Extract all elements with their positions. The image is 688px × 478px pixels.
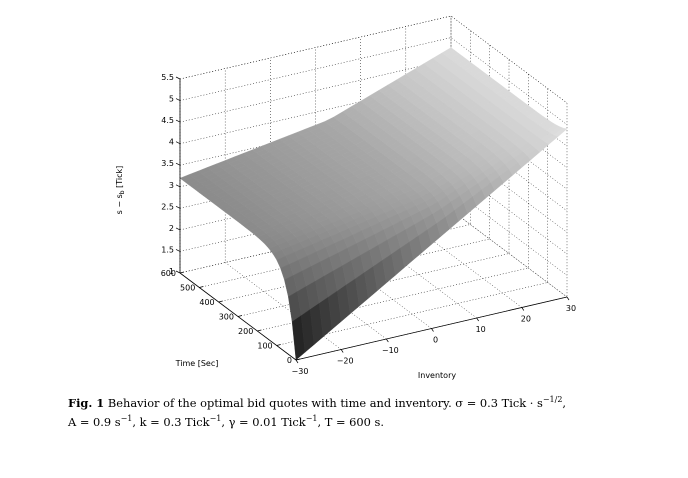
- z-tick-label: 1.5: [161, 245, 174, 254]
- z-axis-label-main: s − s: [115, 194, 124, 214]
- y-tick-mark: [237, 315, 243, 317]
- z-tick-mark: [175, 249, 181, 252]
- caption-param-gamma: , γ = 0.01 Tick: [221, 414, 306, 429]
- y-tick-mark: [218, 300, 223, 303]
- z-axis-label: s − sb [Tick]: [115, 166, 126, 215]
- z-tick-label: 5: [169, 95, 174, 104]
- x-tick-label: 30: [566, 304, 576, 313]
- z-tick-mark: [175, 119, 181, 123]
- z-tick-label: 4.5: [161, 116, 174, 125]
- y-tick-label: 500: [180, 284, 195, 293]
- caption-param-t: , T = 600 s.: [317, 414, 384, 429]
- z-tick-mark: [175, 206, 181, 209]
- z-tick-mark: [175, 162, 181, 166]
- y-tick-label: 0: [287, 356, 292, 365]
- caption-sup-1: −1/2: [542, 395, 563, 404]
- caption-param-k: , k = 0.3 Tick: [132, 414, 210, 429]
- y-tick-mark: [257, 329, 262, 332]
- caption-param-k-sup: −1: [209, 413, 222, 423]
- z-tick-mark: [175, 184, 181, 188]
- y-tick-mark: [295, 358, 301, 361]
- x-tick-mark: [431, 328, 434, 332]
- z-tick-label: 2.5: [161, 202, 174, 211]
- y-tick-label: 100: [257, 342, 272, 351]
- caption-text-1: Behavior of the optimal bid quotes with …: [107, 395, 543, 410]
- y-tick-label: 400: [199, 298, 214, 307]
- x-tick-mark: [295, 359, 299, 364]
- x-tick-mark: [566, 296, 570, 301]
- y-axis-label: Time [Sec]: [175, 359, 219, 368]
- x-tick-mark: [521, 307, 525, 311]
- x-axis-label: Inventory: [418, 371, 456, 380]
- caption-param-gamma-sup: −1: [305, 413, 318, 423]
- z-tick-label: 3.5: [161, 159, 174, 168]
- z-axis-label-unit: [Tick]: [115, 166, 124, 191]
- caption-param-a: A = 0.9 s: [68, 414, 121, 429]
- ticks-layer: −30−20−100102030010020030040050060011.52…: [161, 73, 576, 376]
- x-tick-mark: [340, 349, 344, 353]
- x-tick-label: −30: [292, 367, 309, 376]
- x-tick-label: 10: [476, 325, 486, 334]
- z-tick-label: 4: [169, 138, 174, 147]
- x-tick-label: −20: [337, 357, 354, 366]
- z-tick-mark: [175, 227, 181, 231]
- x-tick-mark: [386, 338, 389, 343]
- y-tick-mark: [276, 344, 281, 346]
- z-tick-label: 5.5: [161, 73, 174, 82]
- z-tick-mark: [175, 141, 181, 144]
- x-tick-label: 20: [521, 315, 531, 324]
- y-tick-label: 300: [219, 313, 234, 322]
- caption-line-2: A = 0.9 s−1, k = 0.3 Tick−1, γ = 0.01 Ti…: [68, 411, 648, 430]
- y-tick-label: 200: [238, 327, 253, 336]
- z-tick-label: 2: [169, 224, 174, 233]
- z-tick-mark: [175, 76, 181, 80]
- caption-fig-label: Fig. 1: [68, 395, 105, 410]
- figure-caption: Fig. 1 Behavior of the optimal bid quote…: [68, 392, 648, 430]
- caption-text-1-end: ,: [562, 395, 567, 410]
- y-tick-label: 600: [161, 269, 176, 278]
- z-tick-mark: [175, 270, 181, 274]
- caption-line-1: Fig. 1 Behavior of the optimal bid quote…: [68, 392, 648, 411]
- z-tick-label: 1: [169, 267, 174, 276]
- z-tick-label: 3: [169, 181, 174, 190]
- x-tick-label: 0: [433, 336, 438, 345]
- z-tick-mark: [175, 98, 181, 101]
- x-tick-label: −10: [382, 346, 399, 355]
- z-axis-label-sub: b: [119, 190, 126, 194]
- surface-layer: [179, 47, 568, 361]
- y-tick-mark: [179, 271, 185, 274]
- caption-param-a-sup: −1: [120, 413, 133, 423]
- x-tick-mark: [476, 317, 479, 322]
- y-tick-mark: [199, 286, 204, 288]
- surface-patch: [553, 127, 568, 137]
